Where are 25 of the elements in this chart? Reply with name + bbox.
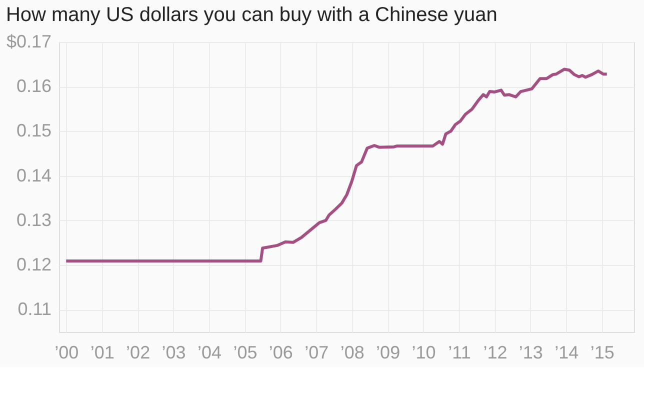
x-tick-label: ’08 xyxy=(340,342,364,362)
line-series xyxy=(64,68,608,263)
y-tick-label: 0.14 xyxy=(16,165,52,186)
y-tick-label: 0.16 xyxy=(16,76,52,96)
x-tick-label: ’14 xyxy=(554,342,579,362)
x-tick-label: ’03 xyxy=(162,342,186,362)
x-tick-label: ’05 xyxy=(233,342,258,362)
x-tick-label: ’10 xyxy=(412,342,436,362)
chart-title: How many US dollars you can buy with a Chinese yuan xyxy=(6,4,498,26)
x-tick-label: ’12 xyxy=(483,342,508,362)
y-tick-label: 0.11 xyxy=(18,299,52,320)
x-tick-label: ’00 xyxy=(54,342,79,362)
x-tick-label: ’11 xyxy=(448,342,471,362)
y-tick-label: $0.17 xyxy=(6,32,52,52)
x-tick-label: ’15 xyxy=(590,342,614,362)
y-tick-label: 0.13 xyxy=(16,210,52,230)
x-tick-label: ’13 xyxy=(518,342,543,362)
y-tick-label: 0.12 xyxy=(16,254,52,275)
x-tick-label: ’06 xyxy=(268,342,293,362)
x-tick-label: ’04 xyxy=(197,342,222,362)
x-tick-label: ’01 xyxy=(90,342,114,362)
x-tick-label: ’02 xyxy=(126,342,150,362)
x-tick-label: ’07 xyxy=(304,342,329,362)
y-tick-label: 0.15 xyxy=(16,120,52,141)
x-tick-label: ’09 xyxy=(376,342,400,362)
